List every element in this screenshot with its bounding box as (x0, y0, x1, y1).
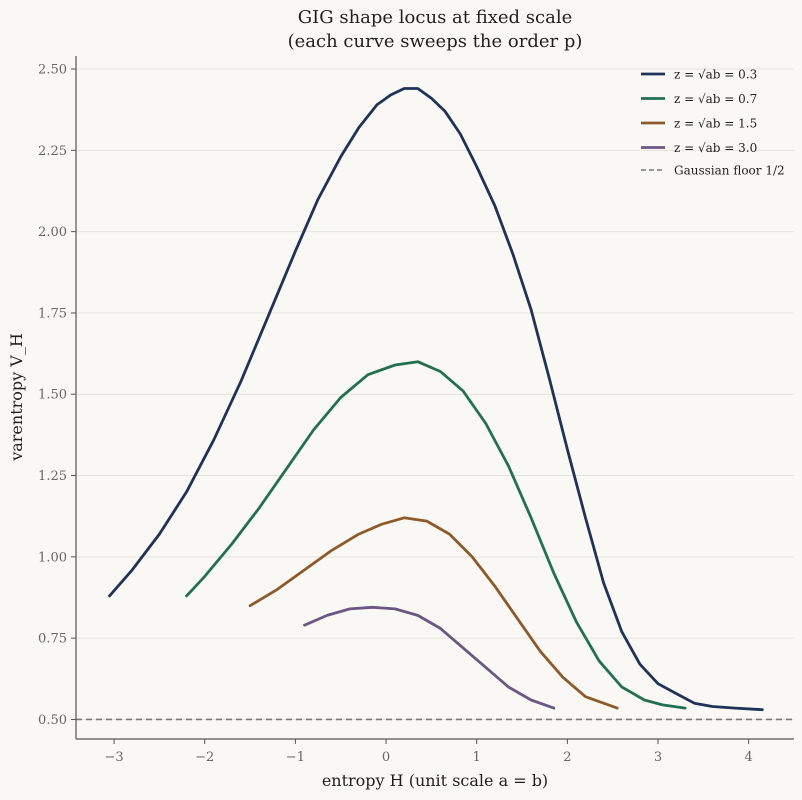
series-line-4 (303, 605, 556, 710)
y-tick-label: 1.75 (38, 306, 67, 321)
x-axis-label: entropy H (unit scale a = b) (322, 771, 548, 790)
legend-label-2: z = √ab = 0.7 (674, 92, 757, 106)
chart-subtitle: (each curve sweeps the order p) (288, 31, 583, 52)
legend: z = √ab = 0.3 z = √ab = 0.7 z = √ab = 1.5 z… (641, 68, 785, 178)
x-tick-label: 4 (745, 750, 753, 765)
y-tick-label: 1.25 (38, 469, 67, 484)
y-tick-label: 1.50 (38, 388, 67, 403)
legend-label-3: z = √ab = 1.5 (674, 117, 757, 131)
x-tick-label: 0 (382, 750, 390, 765)
x-tick-label: 3 (654, 750, 662, 765)
chart-title: GIG shape locus at fixed scale (298, 7, 572, 28)
legend-label-4: z = √ab = 3.0 (674, 141, 757, 155)
x-tick-label: −2 (195, 750, 214, 765)
series-line-2 (185, 360, 687, 710)
x-tick-label: 2 (563, 750, 571, 765)
x-tick-label: 1 (473, 750, 481, 765)
legend-label-floor: Gaussian floor 1/2 (674, 164, 785, 178)
series-layer (108, 87, 764, 712)
x-tick-label: −3 (104, 750, 123, 765)
series-line-1 (108, 87, 764, 712)
y-tick-label: 0.50 (38, 713, 67, 728)
axes-layer: 0.50 0.75 1.00 1.25 1.50 1.75 2.00 2.25 2.50 −3 −2… (38, 56, 794, 765)
series-line-3 (248, 516, 619, 710)
x-tick-label: −1 (286, 750, 305, 765)
legend-label-1: z = √ab = 0.3 (674, 68, 757, 82)
y-tick-label: 2.50 (38, 63, 67, 78)
y-tick-label: 0.75 (38, 632, 67, 647)
y-axis-label: varentropy V_H (7, 333, 26, 462)
y-tick-label: 2.00 (38, 225, 67, 240)
y-tick-label: 1.00 (38, 550, 67, 565)
y-tick-label: 2.25 (38, 144, 67, 159)
